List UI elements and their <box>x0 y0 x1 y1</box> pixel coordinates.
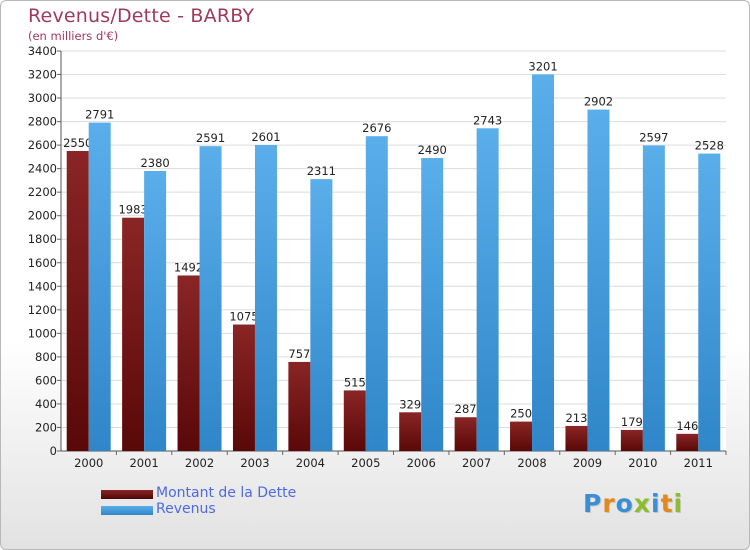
y-tick-label: 1400 <box>28 279 57 293</box>
data-label-revenus-2003: 2601 <box>251 130 280 144</box>
y-tick-label: 1200 <box>28 303 57 317</box>
y-tick-label: 2200 <box>28 185 57 199</box>
data-label-revenus-2008: 3201 <box>528 59 557 73</box>
data-label-dette-2005: 515 <box>344 375 366 389</box>
x-tick-label: 2011 <box>684 456 713 470</box>
y-tick-label: 2800 <box>28 115 57 129</box>
data-label-dette-2000: 2550 <box>63 136 92 150</box>
bar-dette-2008 <box>510 421 533 451</box>
logo-letter: o <box>615 489 634 518</box>
data-label-revenus-2009: 2902 <box>584 95 613 109</box>
y-tick-label: 1600 <box>28 256 57 270</box>
y-tick-label: 2000 <box>28 209 57 223</box>
data-label-revenus-2007: 2743 <box>473 113 502 127</box>
bar-revenus-2003 <box>254 145 277 451</box>
bar-revenus-2010 <box>642 145 665 451</box>
y-tick-label: 800 <box>35 350 57 364</box>
logo-letter: t <box>660 489 674 518</box>
bar-dette-2002 <box>177 275 200 451</box>
bar-dette-2000 <box>66 151 89 451</box>
logo-letter: r <box>602 489 616 518</box>
data-label-dette-2008: 250 <box>510 407 532 421</box>
bar-revenus-2006 <box>421 158 444 451</box>
bar-dette-2011 <box>676 433 699 451</box>
x-tick-label: 2007 <box>462 456 491 470</box>
y-tick-label: 3200 <box>28 68 57 82</box>
x-tick-label: 2003 <box>240 456 269 470</box>
plot-area <box>61 51 726 451</box>
x-tick-label: 2004 <box>296 456 325 470</box>
data-label-dette-2004: 757 <box>288 347 310 361</box>
bar-dette-2005 <box>343 390 366 451</box>
data-label-dette-2003: 1075 <box>229 310 258 324</box>
x-tick-label: 2010 <box>628 456 657 470</box>
data-label-dette-2006: 329 <box>399 397 421 411</box>
data-label-revenus-2002: 2591 <box>196 131 225 145</box>
data-label-revenus-2010: 2597 <box>639 130 668 144</box>
y-tick-label: 400 <box>35 397 57 411</box>
y-tick-label: 2400 <box>28 162 57 176</box>
data-label-dette-2009: 213 <box>565 411 587 425</box>
x-tick-label: 2006 <box>407 456 436 470</box>
x-tick-label: 2005 <box>351 456 380 470</box>
bar-revenus-2008 <box>532 74 555 451</box>
bar-revenus-2001 <box>144 171 167 451</box>
bar-dette-2010 <box>620 429 643 451</box>
data-label-revenus-2000: 2791 <box>85 108 114 122</box>
legend-label-revenus: Revenus <box>156 501 216 517</box>
data-label-revenus-2011: 2528 <box>695 139 724 153</box>
logo-letter: i <box>673 489 684 518</box>
data-label-revenus-2006: 2490 <box>418 143 447 157</box>
bar-dette-2004 <box>288 361 311 451</box>
data-label-dette-2011: 146 <box>676 419 698 433</box>
bar-dette-2009 <box>565 425 588 451</box>
y-tick-label: 2600 <box>28 138 57 152</box>
legend-swatch-revenus <box>101 506 153 515</box>
y-tick-label: 600 <box>35 373 57 387</box>
data-label-dette-2002: 1492 <box>174 260 203 274</box>
bar-revenus-2002 <box>199 146 222 452</box>
y-tick-label: 3000 <box>28 91 57 105</box>
chart-subtitle: (en milliers d'€) <box>28 29 119 43</box>
x-tick-label: 2008 <box>517 456 546 470</box>
bar-revenus-2005 <box>365 136 388 452</box>
legend-label-dette: Montant de la Dette <box>156 485 297 501</box>
y-tick-label: 1800 <box>28 232 57 246</box>
bar-dette-2006 <box>399 412 422 451</box>
bar-revenus-2011 <box>698 153 721 451</box>
logo-letter: x <box>633 489 651 518</box>
bar-revenus-2000 <box>88 122 111 451</box>
data-label-revenus-2001: 2380 <box>140 156 169 170</box>
bar-revenus-2007 <box>476 128 499 451</box>
data-label-revenus-2004: 2311 <box>307 164 336 178</box>
bar-dette-2003 <box>232 324 255 451</box>
logo-letter: P <box>583 489 603 518</box>
bar-dette-2007 <box>454 417 477 451</box>
x-tick-label: 2002 <box>185 456 214 470</box>
y-tick-label: 3400 <box>28 44 57 58</box>
y-tick-label: 200 <box>35 420 57 434</box>
x-tick-label: 2001 <box>129 456 158 470</box>
bar-dette-2001 <box>122 217 145 451</box>
data-label-dette-2007: 287 <box>455 402 477 416</box>
bar-revenus-2004 <box>310 179 333 451</box>
y-tick-label: 1000 <box>28 326 57 340</box>
proxiti-logo: Proxiti <box>583 489 683 518</box>
data-label-dette-2001: 1983 <box>118 203 147 217</box>
x-tick-label: 2009 <box>573 456 602 470</box>
chart-title: Revenus/Dette - BARBY <box>28 5 255 27</box>
y-tick-label: 0 <box>50 444 57 458</box>
logo-letter: i <box>651 489 661 518</box>
x-tick-label: 2000 <box>74 456 103 470</box>
bar-revenus-2009 <box>587 109 610 452</box>
legend-swatch-dette <box>101 490 153 499</box>
data-label-dette-2010: 179 <box>621 415 643 429</box>
data-label-revenus-2005: 2676 <box>362 121 391 135</box>
